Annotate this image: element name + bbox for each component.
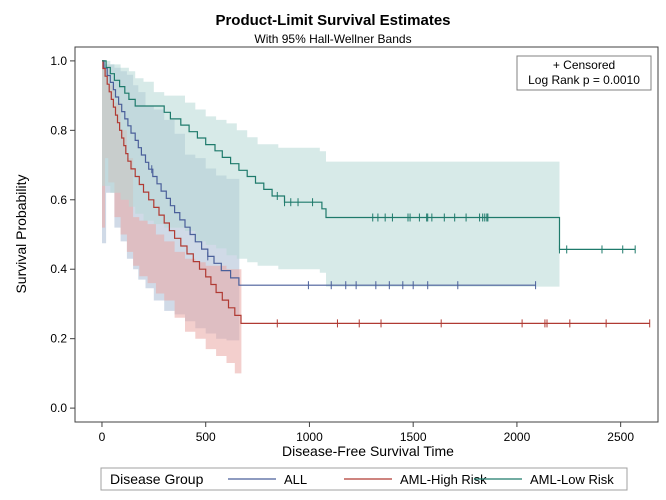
y-tick-label: 1.0 [50, 54, 67, 68]
x-tick-label: 0 [99, 430, 106, 444]
x-axis-ticks: 0 500 1000 1500 2000 2500 [99, 422, 634, 444]
x-tick-label: 2000 [504, 430, 531, 444]
chart-subtitle: With 95% Hall-Wellner Bands [254, 32, 411, 46]
plot-frame [74, 46, 659, 423]
band-aml-high-risk [102, 60, 242, 374]
legend-items: ALL AML-High Risk AML-Low Risk [228, 472, 614, 487]
chart-title: Product-Limit Survival Estimates [215, 12, 450, 29]
censored-key: + Censored [553, 58, 615, 72]
y-tick-label: 0.4 [50, 262, 67, 276]
y-tick-label: 0.6 [50, 193, 67, 207]
y-axis-label: Survival Probability [13, 174, 29, 293]
y-tick-label: 0.2 [50, 332, 67, 346]
y-tick-label: 0.0 [50, 401, 67, 415]
y-tick-label: 0.8 [50, 123, 67, 137]
logrank-label: Log Rank p = 0.0010 [528, 73, 640, 87]
x-tick-label: 1000 [296, 430, 323, 444]
legend: Disease Group ALL AML-High Risk AML-Low Ri… [100, 467, 628, 491]
curve-aml-high-risk [102, 60, 650, 324]
curve-aml-low-risk [102, 60, 636, 250]
censored-marks [151, 165, 651, 328]
legend-label-all: ALL [284, 472, 307, 487]
x-axis-label: Disease-Free Survival Time [282, 443, 454, 459]
inset-box: + Censored Log Rank p = 0.0010 [516, 55, 652, 91]
legend-label-aml-high-risk: AML-High Risk [400, 472, 487, 487]
survival-curves [102, 60, 650, 324]
legend-label-aml-low-risk: AML-Low Risk [530, 472, 614, 487]
y-axis-ticks: 0.0 0.2 0.4 0.6 0.8 1.0 [50, 54, 75, 415]
inset-frame [516, 55, 652, 91]
legend-title: Disease Group [110, 471, 204, 487]
x-tick-label: 500 [196, 430, 216, 444]
x-tick-label: 1500 [400, 430, 427, 444]
curve-all [102, 60, 536, 286]
band-aml-low-risk [102, 60, 560, 287]
x-tick-label: 2500 [607, 430, 634, 444]
